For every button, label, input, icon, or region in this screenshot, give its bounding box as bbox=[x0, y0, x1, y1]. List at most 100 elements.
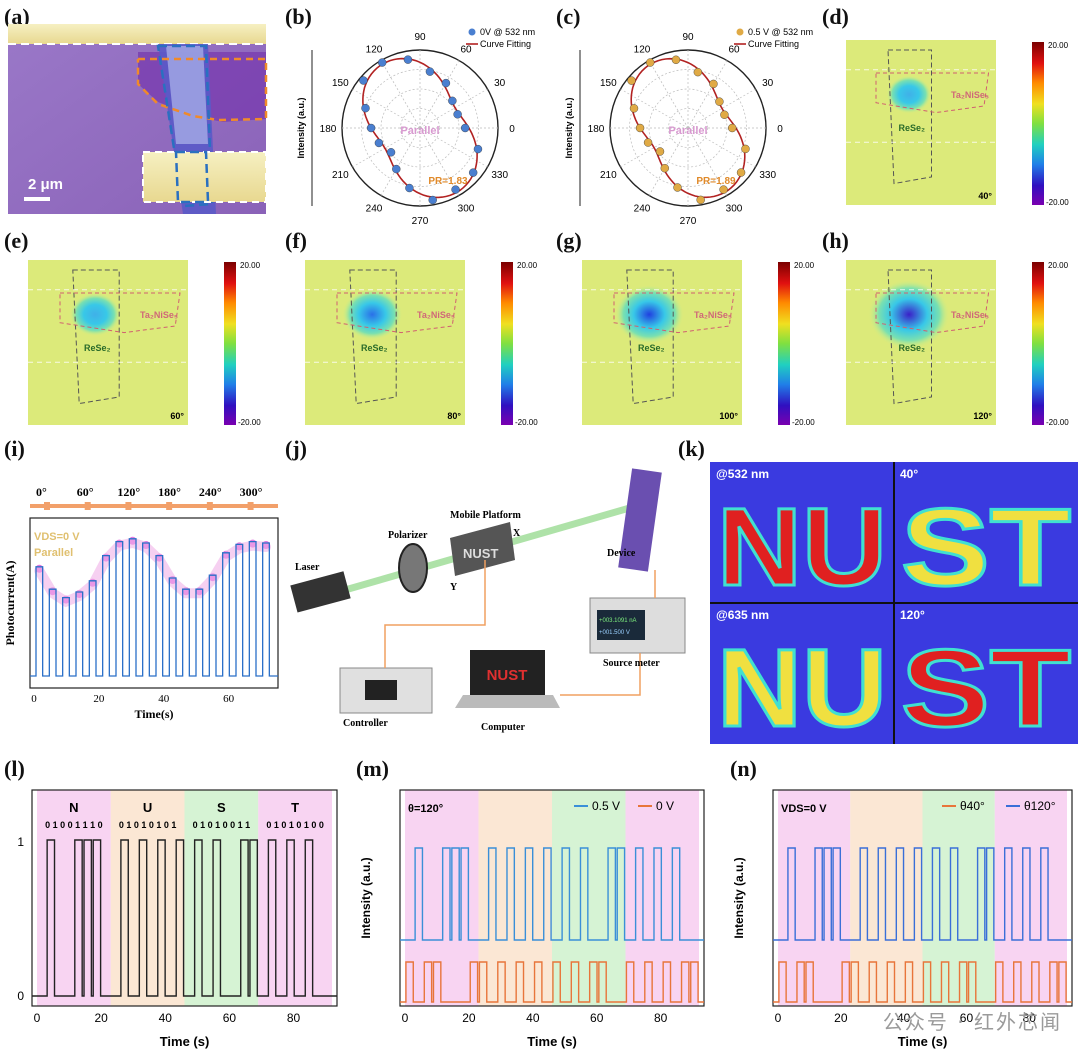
data-point bbox=[646, 58, 655, 67]
colorbar-min: -20.00 bbox=[1046, 418, 1069, 427]
polar-spoke bbox=[648, 127, 689, 196]
group-band bbox=[405, 790, 479, 1006]
bit-string: 0 1 0 0 1 1 1 0 bbox=[45, 820, 103, 830]
x-tick: 0 bbox=[31, 693, 37, 705]
group-label: T bbox=[291, 800, 299, 815]
rese2-label: ReSe₂ bbox=[361, 343, 388, 353]
polar-spoke bbox=[648, 60, 689, 129]
plot-frame bbox=[31, 789, 338, 1007]
data-point bbox=[425, 67, 435, 76]
x-tick: 20 bbox=[93, 693, 105, 705]
data-point bbox=[720, 110, 729, 119]
x-tick: 60 bbox=[960, 1011, 974, 1025]
polar-spoke bbox=[687, 60, 728, 129]
rese2-label: ReSe₂ bbox=[899, 343, 926, 353]
photocurrent-map-80: Ta₂NiSe₅ ReSe₂ 80° 20.00 -20.00 bbox=[305, 260, 538, 427]
polar-angle-label: 120 bbox=[634, 44, 651, 55]
angle-label: 80° bbox=[447, 411, 461, 421]
x-tick: 40 bbox=[158, 693, 170, 705]
y-tick: 1 bbox=[17, 835, 24, 849]
group-band bbox=[478, 790, 552, 1006]
polar-angle-label: 60 bbox=[460, 44, 472, 55]
data-point bbox=[451, 185, 460, 194]
polar-spoke bbox=[380, 60, 421, 129]
polar-angle-label: 210 bbox=[600, 170, 617, 181]
data-point bbox=[693, 67, 703, 77]
laptop-screen-text: NUST bbox=[487, 667, 528, 684]
polar-angle-label: 0 bbox=[777, 124, 783, 135]
rese2-outline bbox=[887, 49, 932, 185]
angle-label: 300° bbox=[240, 485, 263, 499]
polarizer-label: Polarizer bbox=[388, 530, 428, 541]
panel-label-j: (j) bbox=[285, 436, 307, 461]
colorbar bbox=[501, 262, 513, 425]
imaging-quadrant bbox=[710, 603, 894, 744]
colorbar-min: -20.00 bbox=[1046, 198, 1069, 207]
rese2-outline bbox=[626, 269, 674, 405]
computer-label: Computer bbox=[481, 722, 525, 733]
imaging-letters: ST bbox=[901, 486, 1071, 609]
map-background bbox=[846, 40, 996, 205]
rese2-outline bbox=[887, 269, 932, 405]
laser-label: Laser bbox=[295, 562, 320, 573]
annotation: θ=120° bbox=[408, 803, 443, 815]
imaging-quadrant bbox=[710, 462, 894, 603]
angle-label: 0° bbox=[36, 485, 47, 499]
legend-label: 0 V bbox=[656, 799, 674, 813]
photocurrent-spot bbox=[69, 292, 121, 337]
polarizer bbox=[398, 543, 428, 593]
data-point bbox=[709, 79, 718, 89]
x-axis-label: Time (s) bbox=[898, 1034, 948, 1049]
polar-angle-label: 90 bbox=[414, 32, 426, 43]
angle-tick bbox=[206, 502, 213, 510]
data-point bbox=[359, 76, 368, 85]
legend-marker bbox=[468, 28, 476, 36]
signal-trace bbox=[773, 847, 1072, 941]
x-tick: 0 bbox=[34, 1011, 41, 1025]
watermark: 公众号 · 红外芯闻 bbox=[882, 1010, 1062, 1034]
imaging-letters: NU bbox=[717, 486, 887, 609]
polar-angle-label: 270 bbox=[680, 216, 697, 227]
bit-string: 0 1 0 1 0 1 0 1 bbox=[119, 820, 177, 830]
photocurrent-spot bbox=[886, 75, 932, 114]
imaging-quadrant bbox=[894, 462, 1078, 603]
panel-label-d: (d) bbox=[822, 4, 849, 29]
colorbar-min: -20.00 bbox=[238, 418, 261, 427]
data-point bbox=[428, 195, 437, 205]
data-point bbox=[361, 103, 370, 113]
colorbar-max: 20.00 bbox=[240, 261, 261, 270]
data-point bbox=[403, 55, 413, 64]
ta2nise5-outline bbox=[336, 292, 458, 334]
mobile-platform bbox=[450, 522, 515, 576]
polar-ring bbox=[629, 69, 747, 187]
bias-readout-plot: θ=120° 0.5 V 0 V Intensity (a.u.) 0 20 40 60 80 T… bbox=[359, 789, 705, 1049]
y-axis-label: Intensity (a.u.) bbox=[564, 97, 574, 158]
panel-label-h: (h) bbox=[822, 228, 849, 253]
group-band bbox=[778, 790, 851, 1006]
polar-angle-label: 60 bbox=[728, 44, 740, 55]
polar-angle-label: 180 bbox=[588, 124, 605, 135]
plot-frame bbox=[399, 789, 705, 1007]
data-point bbox=[741, 144, 750, 154]
polar-angle-label: 210 bbox=[332, 170, 349, 181]
data-point bbox=[378, 58, 387, 67]
angle-label: 180° bbox=[158, 485, 181, 499]
rese2-label: ReSe₂ bbox=[638, 343, 665, 353]
signal-trace bbox=[400, 961, 704, 1003]
data-point bbox=[441, 78, 451, 88]
x-tick: 0 bbox=[775, 1011, 782, 1025]
rese2-outline bbox=[349, 269, 397, 405]
pr-label: PR=1.89 bbox=[696, 176, 736, 187]
laptop-base bbox=[455, 695, 560, 708]
laptop-screen bbox=[470, 650, 545, 695]
meter-voltage: +001.500 V bbox=[599, 630, 630, 636]
polar-ring bbox=[361, 69, 479, 187]
legend-label: 0.5 V bbox=[592, 799, 620, 813]
axis-x-label: X bbox=[513, 528, 521, 539]
polar-ring bbox=[400, 108, 440, 148]
polar-angle-label: 330 bbox=[491, 170, 508, 181]
plot-frame bbox=[772, 789, 1073, 1007]
colorbar-min: -20.00 bbox=[515, 418, 538, 427]
platform-label: Mobile Platform bbox=[450, 510, 521, 521]
laser-body bbox=[290, 571, 351, 613]
